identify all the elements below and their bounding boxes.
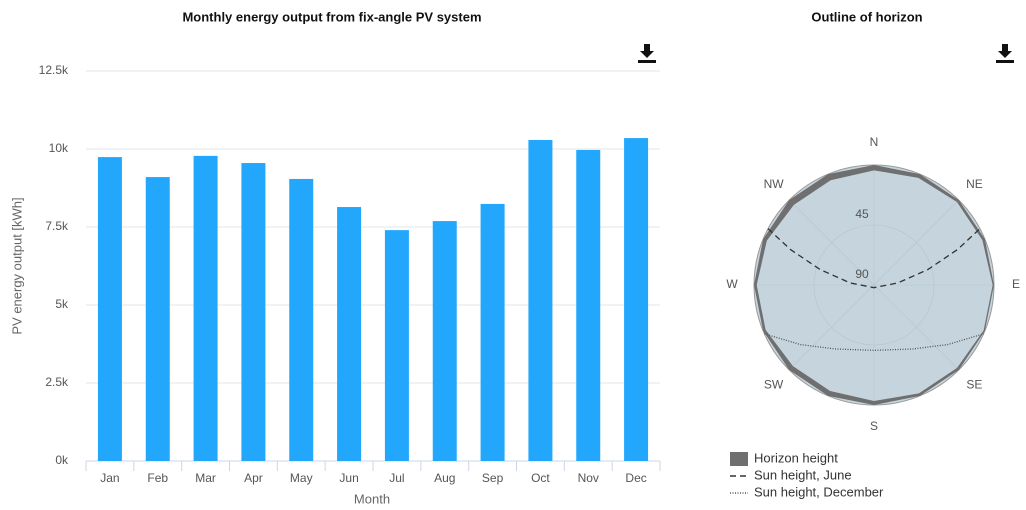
direction-label: N	[870, 135, 879, 149]
bar	[241, 163, 266, 462]
direction-label: W	[726, 277, 738, 291]
y-tick-label: 2.5k	[45, 375, 69, 389]
bar	[576, 149, 601, 461]
bar	[145, 177, 170, 461]
y-tick-label: 5k	[55, 297, 69, 311]
sun-path	[767, 228, 981, 289]
direction-label: NW	[764, 177, 785, 191]
direction-label: NE	[966, 177, 983, 191]
download-button[interactable]	[638, 44, 656, 63]
y-tick-label: 0k	[55, 453, 69, 467]
x-tick-label: Jan	[100, 471, 119, 485]
legend-label: Sun height, June	[754, 467, 852, 482]
direction-label: S	[870, 419, 878, 433]
download-button[interactable]	[996, 44, 1014, 63]
x-tick-label: Feb	[147, 471, 168, 485]
direction-label: SW	[764, 378, 784, 392]
x-tick-label: Dec	[625, 471, 646, 485]
x-tick-label: Sep	[482, 471, 504, 485]
x-tick-label: Mar	[195, 471, 216, 485]
chart-title: Monthly energy output from fix-angle PV …	[182, 9, 481, 24]
x-tick-label: Jun	[339, 471, 358, 485]
bar	[432, 221, 457, 461]
bar	[97, 157, 122, 461]
bar	[193, 155, 218, 461]
y-tick-label: 7.5k	[45, 219, 69, 233]
legend-swatch	[730, 452, 748, 466]
x-tick-label: Jul	[389, 471, 404, 485]
x-axis-label: Month	[354, 491, 390, 506]
r-tick-label: 45	[855, 207, 869, 221]
x-tick-label: May	[290, 471, 313, 485]
legend-label: Horizon height	[754, 450, 838, 465]
legend-label: Sun height, December	[754, 484, 884, 499]
x-tick-label: Apr	[244, 471, 263, 485]
x-tick-label: Nov	[578, 471, 599, 485]
x-tick-label: Aug	[434, 471, 455, 485]
bar	[480, 203, 505, 462]
bar	[289, 178, 314, 461]
bar	[337, 207, 362, 461]
y-axis-label: PV energy output [kWh]	[9, 197, 24, 334]
direction-label: SE	[966, 378, 982, 392]
r-tick-label: 90	[855, 267, 869, 281]
y-tick-label: 12.5k	[39, 63, 69, 77]
direction-label: E	[1012, 277, 1020, 291]
grid-circle	[813, 224, 935, 346]
x-tick-label: Oct	[531, 471, 550, 485]
bar	[528, 139, 553, 461]
bar	[624, 138, 649, 461]
sun-path	[764, 333, 984, 351]
chart-title: Outline of horizon	[811, 9, 922, 24]
bar	[384, 230, 409, 461]
y-tick-label: 10k	[49, 141, 69, 155]
